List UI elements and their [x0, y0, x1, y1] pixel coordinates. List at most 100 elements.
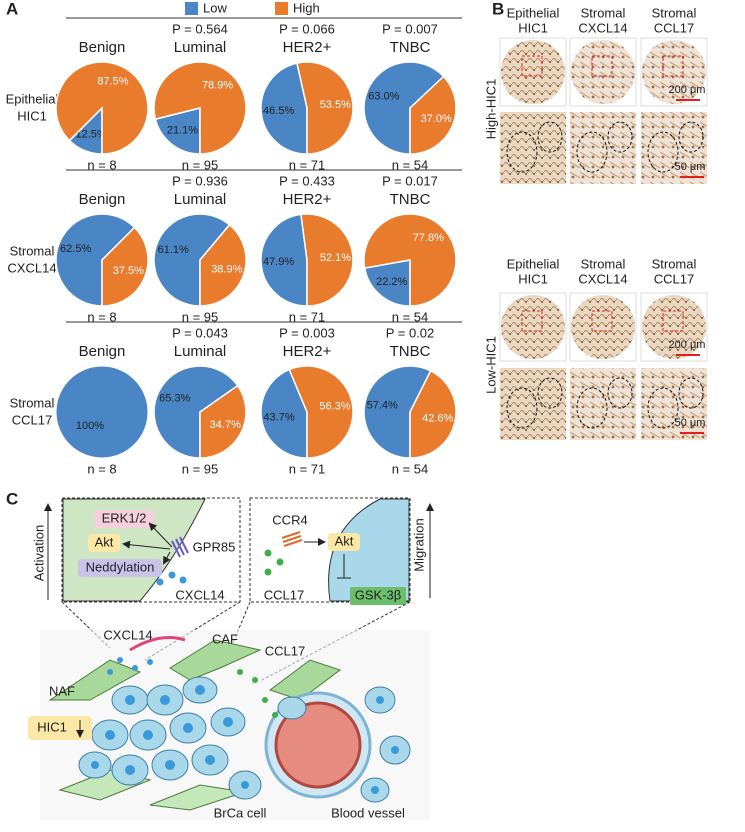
pie-slice — [363, 61, 445, 155]
row-label: Epithelial — [6, 91, 59, 106]
outline — [647, 387, 679, 429]
outline — [537, 121, 563, 153]
value-label: 38.9% — [211, 264, 242, 276]
zoom-tile — [570, 368, 636, 440]
scale-label: 200 μm — [669, 339, 706, 351]
column-header: Stromal — [581, 256, 626, 271]
pie-slice — [296, 61, 354, 155]
value-label: 65.3% — [159, 393, 190, 405]
scale-label: 50 μm — [675, 417, 706, 429]
roi — [591, 55, 613, 77]
pie-title: Benign — [79, 191, 126, 208]
box — [350, 587, 406, 605]
legend-label: Low — [203, 0, 227, 15]
value-label: 78.9% — [202, 79, 233, 91]
column-header: CCL17 — [654, 20, 694, 35]
pie-slice — [288, 365, 354, 459]
outline — [537, 377, 563, 409]
value-label: 43.7% — [263, 412, 294, 424]
pie-title: Benign — [79, 39, 126, 56]
p-value: P = 0.936 — [172, 173, 228, 188]
outline — [576, 131, 608, 173]
row-label: CXCL14 — [7, 260, 56, 275]
sample-size: n = 95 — [182, 461, 219, 476]
outline — [576, 387, 608, 429]
pie-slice — [101, 226, 149, 307]
label: BrCa cell — [214, 805, 267, 820]
label: CCL17 — [264, 587, 304, 602]
label: Akt — [95, 534, 114, 549]
pie-slice — [153, 61, 247, 155]
column-header: Stromal — [652, 256, 697, 271]
pie-slice — [260, 213, 308, 307]
column-header: CXCL14 — [578, 271, 627, 286]
label: Akt — [335, 533, 354, 548]
roi — [662, 55, 684, 77]
outline — [506, 131, 538, 173]
pie-title: Luminal — [174, 343, 227, 360]
zoom-tile — [570, 112, 636, 184]
p-value: P = 0.043 — [172, 325, 228, 340]
roi — [662, 310, 684, 332]
value-label: 37.0% — [421, 113, 452, 125]
tma-core — [501, 295, 565, 359]
tma-core — [642, 40, 706, 104]
label: CXCL14 — [175, 587, 224, 602]
pie-slice — [55, 61, 149, 155]
outline — [678, 377, 704, 409]
pie-slice — [409, 75, 457, 155]
value-label: 22.2% — [376, 276, 407, 288]
pie-title: Luminal — [174, 39, 227, 56]
row-label: High-HIC1 — [483, 79, 498, 140]
value-label: 46.5% — [263, 105, 294, 117]
pie-title: Luminal — [174, 191, 227, 208]
diagram: ERK1/2 Akt Neddylation GPR85 CXCL14 Acti… — [28, 497, 434, 820]
pie-slice — [260, 368, 308, 459]
row-label: CCL17 — [12, 412, 52, 427]
panel-label: A — [6, 0, 18, 18]
p-value: P = 0.564 — [172, 21, 228, 36]
value-label: 61.1% — [158, 244, 189, 256]
column-header: HIC1 — [518, 20, 548, 35]
value-label: 100% — [76, 420, 104, 432]
sample-size: n = 71 — [289, 461, 326, 476]
label: CAF — [212, 631, 238, 646]
row-label: Low-HIC1 — [483, 336, 498, 394]
label: Migration — [411, 518, 426, 571]
sample-size: n = 8 — [87, 309, 116, 324]
pie-slice — [153, 365, 239, 459]
label: CCR4 — [272, 512, 307, 527]
p-value: P = 0.007 — [382, 21, 438, 36]
column-header: CXCL14 — [578, 20, 627, 35]
label: NAF — [49, 683, 75, 698]
zoom-box — [249, 497, 411, 603]
label: GSK-3β — [355, 587, 402, 602]
label: CXCL14 — [103, 627, 152, 642]
box — [328, 533, 360, 551]
pie-title: TNBC — [390, 191, 431, 208]
sample-size: n = 54 — [392, 461, 429, 476]
pie-slice — [300, 213, 354, 307]
label: Neddylation — [86, 559, 155, 574]
row-label: HIC1 — [17, 108, 47, 123]
p-value: P = 0.017 — [382, 173, 438, 188]
pie-slice — [260, 62, 308, 155]
column-header: Epithelial — [507, 256, 560, 271]
zoom-tile — [500, 112, 566, 184]
label: Activation — [31, 525, 46, 581]
outline — [607, 377, 633, 409]
value-label: 21.1% — [167, 124, 198, 136]
value-label: 47.9% — [263, 256, 294, 268]
label: GPR85 — [193, 539, 236, 554]
zoom-tile — [641, 112, 707, 184]
tma-core — [571, 295, 635, 359]
sample-size: n = 95 — [182, 309, 219, 324]
pie-slice — [55, 365, 149, 459]
value-label: 37.5% — [113, 265, 144, 277]
tma-core — [642, 295, 706, 359]
outline — [506, 387, 538, 429]
pie-slice — [154, 107, 201, 155]
zoom-tile — [500, 368, 566, 440]
pie-title: TNBC — [390, 39, 431, 56]
column-header: Stromal — [652, 5, 697, 20]
